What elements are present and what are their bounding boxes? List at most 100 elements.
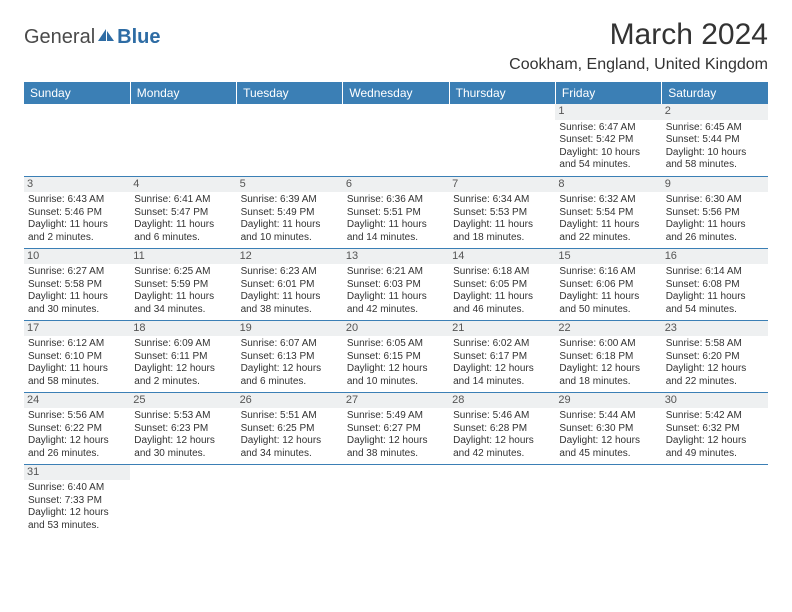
day-number: 8: [555, 177, 661, 193]
sunrise-text: Sunrise: 6:27 AM: [28, 266, 126, 279]
sunset-text: Sunset: 6:05 PM: [453, 279, 551, 292]
day-number: 19: [237, 321, 343, 337]
calendar-cell: 5Sunrise: 6:39 AMSunset: 5:49 PMDaylight…: [237, 176, 343, 248]
daylight-text: Daylight: 12 hours and 22 minutes.: [666, 363, 764, 388]
calendar-cell: 1Sunrise: 6:47 AMSunset: 5:42 PMDaylight…: [555, 104, 661, 176]
day-number: 7: [449, 177, 555, 193]
sunrise-text: Sunrise: 6:40 AM: [28, 482, 126, 495]
col-header: Friday: [555, 82, 661, 104]
logo: General Blue: [24, 26, 161, 49]
sail-icon: [96, 26, 116, 49]
sunrise-text: Sunrise: 6:41 AM: [134, 194, 232, 207]
daylight-text: Daylight: 12 hours and 49 minutes.: [666, 435, 764, 460]
day-number: 10: [24, 249, 130, 265]
sunrise-text: Sunrise: 5:53 AM: [134, 410, 232, 423]
day-number: 25: [130, 393, 236, 409]
sunset-text: Sunset: 6:08 PM: [666, 279, 764, 292]
sunset-text: Sunset: 6:18 PM: [559, 351, 657, 364]
daylight-text: Daylight: 12 hours and 34 minutes.: [241, 435, 339, 460]
calendar-cell: 20Sunrise: 6:05 AMSunset: 6:15 PMDayligh…: [343, 320, 449, 392]
daylight-text: Daylight: 11 hours and 26 minutes.: [666, 219, 764, 244]
sunset-text: Sunset: 6:17 PM: [453, 351, 551, 364]
calendar-cell: 31Sunrise: 6:40 AMSunset: 7:33 PMDayligh…: [24, 464, 130, 536]
sunset-text: Sunset: 6:15 PM: [347, 351, 445, 364]
sunset-text: Sunset: 6:25 PM: [241, 423, 339, 436]
day-number: 13: [343, 249, 449, 265]
sunset-text: Sunset: 7:33 PM: [28, 495, 126, 508]
day-number: 5: [237, 177, 343, 193]
daylight-text: Daylight: 12 hours and 6 minutes.: [241, 363, 339, 388]
day-number: 1: [555, 104, 661, 120]
calendar-cell: 3Sunrise: 6:43 AMSunset: 5:46 PMDaylight…: [24, 176, 130, 248]
calendar-cell: 18Sunrise: 6:09 AMSunset: 6:11 PMDayligh…: [130, 320, 236, 392]
calendar-cell: 12Sunrise: 6:23 AMSunset: 6:01 PMDayligh…: [237, 248, 343, 320]
day-number: 26: [237, 393, 343, 409]
day-number: 16: [662, 249, 768, 265]
calendar-cell: [343, 104, 449, 176]
daylight-text: Daylight: 12 hours and 42 minutes.: [453, 435, 551, 460]
calendar-cell: 22Sunrise: 6:00 AMSunset: 6:18 PMDayligh…: [555, 320, 661, 392]
daylight-text: Daylight: 11 hours and 22 minutes.: [559, 219, 657, 244]
sunrise-text: Sunrise: 6:21 AM: [347, 266, 445, 279]
daylight-text: Daylight: 12 hours and 38 minutes.: [347, 435, 445, 460]
calendar-cell: 13Sunrise: 6:21 AMSunset: 6:03 PMDayligh…: [343, 248, 449, 320]
sunset-text: Sunset: 6:20 PM: [666, 351, 764, 364]
calendar-cell: 14Sunrise: 6:18 AMSunset: 6:05 PMDayligh…: [449, 248, 555, 320]
day-number: 9: [662, 177, 768, 193]
calendar-cell: [449, 104, 555, 176]
sunset-text: Sunset: 5:59 PM: [134, 279, 232, 292]
sunset-text: Sunset: 6:32 PM: [666, 423, 764, 436]
calendar-cell: 7Sunrise: 6:34 AMSunset: 5:53 PMDaylight…: [449, 176, 555, 248]
daylight-text: Daylight: 12 hours and 2 minutes.: [134, 363, 232, 388]
calendar-cell: [662, 464, 768, 536]
sunrise-text: Sunrise: 6:34 AM: [453, 194, 551, 207]
sunrise-text: Sunrise: 6:12 AM: [28, 338, 126, 351]
sunrise-text: Sunrise: 6:45 AM: [666, 122, 764, 135]
day-number: 24: [24, 393, 130, 409]
daylight-text: Daylight: 11 hours and 6 minutes.: [134, 219, 232, 244]
calendar-cell: 15Sunrise: 6:16 AMSunset: 6:06 PMDayligh…: [555, 248, 661, 320]
calendar-cell: [237, 104, 343, 176]
title-block: March 2024 Cookham, England, United King…: [509, 18, 768, 80]
calendar-cell: 29Sunrise: 5:44 AMSunset: 6:30 PMDayligh…: [555, 392, 661, 464]
calendar-cell: 21Sunrise: 6:02 AMSunset: 6:17 PMDayligh…: [449, 320, 555, 392]
daylight-text: Daylight: 10 hours and 54 minutes.: [559, 147, 657, 172]
calendar-cell: 24Sunrise: 5:56 AMSunset: 6:22 PMDayligh…: [24, 392, 130, 464]
calendar-cell: 27Sunrise: 5:49 AMSunset: 6:27 PMDayligh…: [343, 392, 449, 464]
day-number: 29: [555, 393, 661, 409]
calendar-cell: 30Sunrise: 5:42 AMSunset: 6:32 PMDayligh…: [662, 392, 768, 464]
daylight-text: Daylight: 11 hours and 18 minutes.: [453, 219, 551, 244]
sunset-text: Sunset: 5:47 PM: [134, 207, 232, 220]
sunset-text: Sunset: 6:22 PM: [28, 423, 126, 436]
calendar-row: 17Sunrise: 6:12 AMSunset: 6:10 PMDayligh…: [24, 320, 768, 392]
daylight-text: Daylight: 10 hours and 58 minutes.: [666, 147, 764, 172]
calendar-cell: 17Sunrise: 6:12 AMSunset: 6:10 PMDayligh…: [24, 320, 130, 392]
calendar-row: 3Sunrise: 6:43 AMSunset: 5:46 PMDaylight…: [24, 176, 768, 248]
day-number: 28: [449, 393, 555, 409]
calendar-table: Sunday Monday Tuesday Wednesday Thursday…: [24, 82, 768, 536]
sunrise-text: Sunrise: 5:58 AM: [666, 338, 764, 351]
daylight-text: Daylight: 11 hours and 10 minutes.: [241, 219, 339, 244]
sunrise-text: Sunrise: 5:49 AM: [347, 410, 445, 423]
day-number: 27: [343, 393, 449, 409]
sunrise-text: Sunrise: 6:36 AM: [347, 194, 445, 207]
sunset-text: Sunset: 6:11 PM: [134, 351, 232, 364]
daylight-text: Daylight: 12 hours and 10 minutes.: [347, 363, 445, 388]
calendar-cell: 11Sunrise: 6:25 AMSunset: 5:59 PMDayligh…: [130, 248, 236, 320]
calendar-cell: [24, 104, 130, 176]
calendar-cell: 8Sunrise: 6:32 AMSunset: 5:54 PMDaylight…: [555, 176, 661, 248]
col-header: Thursday: [449, 82, 555, 104]
calendar-cell: 28Sunrise: 5:46 AMSunset: 6:28 PMDayligh…: [449, 392, 555, 464]
daylight-text: Daylight: 11 hours and 58 minutes.: [28, 363, 126, 388]
sunset-text: Sunset: 6:13 PM: [241, 351, 339, 364]
col-header: Tuesday: [237, 82, 343, 104]
logo-text-right: Blue: [117, 26, 160, 49]
daylight-text: Daylight: 12 hours and 53 minutes.: [28, 507, 126, 532]
sunrise-text: Sunrise: 6:30 AM: [666, 194, 764, 207]
sunset-text: Sunset: 5:54 PM: [559, 207, 657, 220]
sunrise-text: Sunrise: 5:56 AM: [28, 410, 126, 423]
month-title: March 2024: [509, 18, 768, 52]
col-header: Saturday: [662, 82, 768, 104]
calendar-cell: 2Sunrise: 6:45 AMSunset: 5:44 PMDaylight…: [662, 104, 768, 176]
calendar-cell: 16Sunrise: 6:14 AMSunset: 6:08 PMDayligh…: [662, 248, 768, 320]
